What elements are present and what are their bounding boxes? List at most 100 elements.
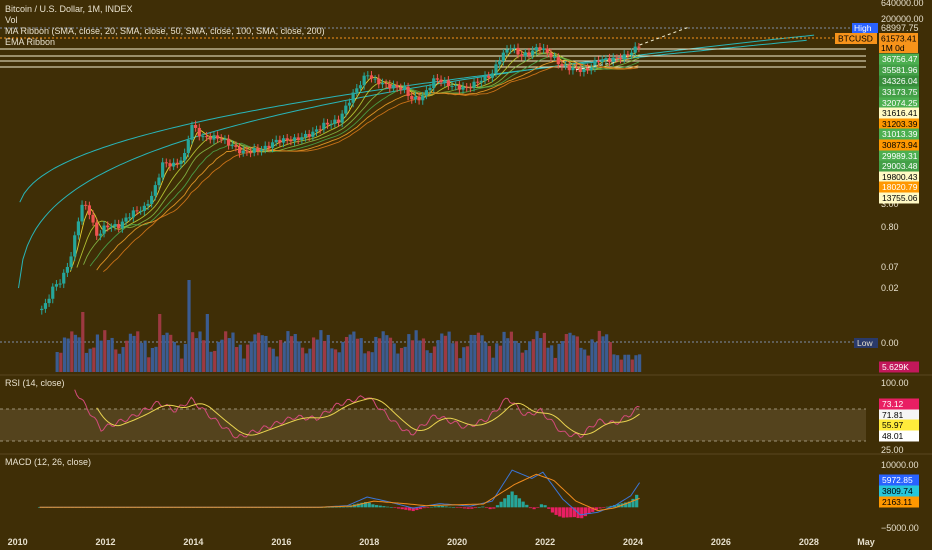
rsi-legend[interactable]: RSI (14, close) bbox=[5, 378, 65, 388]
macd-histogram-bar bbox=[396, 507, 401, 509]
volume-bar bbox=[498, 345, 503, 372]
volume-bar bbox=[333, 349, 338, 372]
volume-bar bbox=[165, 332, 169, 372]
price-badge: 18020.79 bbox=[882, 182, 918, 192]
rsi-axis-tick: 25.00 bbox=[881, 445, 904, 455]
volume-bar bbox=[506, 338, 510, 372]
volume-badge-bg bbox=[879, 361, 919, 373]
candle-body bbox=[542, 48, 546, 50]
macd-histogram-bar bbox=[338, 506, 342, 508]
candle-body bbox=[622, 54, 626, 60]
rsi-ma-line bbox=[96, 398, 640, 436]
volume-bar bbox=[429, 352, 433, 372]
volume-legend[interactable]: Vol bbox=[5, 15, 18, 25]
macd-histogram-bar bbox=[554, 507, 558, 515]
volume-bar bbox=[227, 338, 231, 372]
volume-bar bbox=[443, 335, 448, 372]
candle-body bbox=[223, 138, 227, 140]
candle-body bbox=[329, 123, 333, 125]
ma-ribbon-line bbox=[96, 59, 639, 271]
ema-ribbon-legend[interactable]: EMA Ribbon bbox=[5, 37, 56, 47]
candle-body bbox=[633, 46, 637, 53]
volume-bar bbox=[612, 354, 616, 372]
candle-body bbox=[263, 145, 267, 150]
price-badge-bg bbox=[879, 128, 919, 140]
ma-ribbon-line bbox=[69, 48, 637, 272]
channel-upper-line bbox=[19, 39, 807, 203]
volume-bar bbox=[348, 334, 352, 372]
rsi-badge-bg bbox=[879, 409, 919, 421]
volume-bar bbox=[564, 334, 568, 372]
candle-body bbox=[318, 129, 322, 131]
volume-bar bbox=[539, 338, 543, 372]
volume-bar bbox=[399, 348, 404, 372]
candle-body bbox=[582, 68, 586, 73]
macd-histogram-bar bbox=[331, 507, 335, 508]
macd-histogram-bar bbox=[481, 506, 485, 508]
volume-bar bbox=[407, 334, 411, 372]
candle-body bbox=[501, 52, 505, 62]
macd-axis-tick: −5000.00 bbox=[881, 523, 919, 533]
time-axis-tick: 2026 bbox=[711, 537, 731, 547]
candle-body bbox=[336, 119, 341, 123]
volume-bar bbox=[337, 352, 341, 372]
macd-histogram-bar bbox=[429, 506, 434, 508]
volume-bar bbox=[597, 330, 601, 372]
ma-ribbon-legend[interactable]: MA Ribbon (SMA, close, 20, SMA, close, 5… bbox=[5, 26, 325, 36]
time-axis-tick: 2012 bbox=[95, 537, 115, 547]
macd-histogram-bar bbox=[605, 506, 609, 508]
candle-body bbox=[461, 86, 465, 90]
last-price-badge-bg bbox=[879, 33, 918, 53]
candle-body bbox=[256, 148, 260, 152]
candle-body bbox=[505, 49, 509, 53]
candle-body bbox=[259, 149, 264, 152]
price-badge-bg bbox=[879, 97, 919, 109]
symbol-title[interactable]: Bitcoin / U.S. Dollar, 1M, INDEX bbox=[5, 4, 133, 14]
volume-bar bbox=[586, 355, 590, 372]
price-axis-tick: 0.80 bbox=[881, 222, 899, 232]
candle-body bbox=[226, 138, 231, 146]
macd-histogram-bar bbox=[514, 495, 518, 508]
candle-body bbox=[402, 86, 407, 90]
volume-bar bbox=[220, 339, 224, 372]
volume-bar bbox=[253, 334, 257, 372]
macd-histogram-bar bbox=[598, 507, 602, 509]
macd-histogram-bar bbox=[360, 502, 364, 508]
price-badge: 35581.96 bbox=[882, 65, 918, 75]
volume-bar bbox=[136, 331, 140, 372]
candle-body bbox=[325, 122, 330, 125]
volume-bar bbox=[623, 354, 627, 372]
price-badge-bg bbox=[879, 86, 919, 98]
candle-body bbox=[564, 65, 568, 67]
candle-body bbox=[51, 286, 55, 299]
candle-body bbox=[512, 47, 516, 49]
price-badge-bg bbox=[879, 139, 919, 151]
volume-bar bbox=[73, 334, 78, 372]
volume-bar bbox=[121, 347, 125, 372]
volume-bar bbox=[535, 331, 539, 372]
candle-body bbox=[322, 122, 326, 130]
candle-body bbox=[65, 266, 70, 273]
volume-bar bbox=[546, 347, 550, 372]
volume-bar bbox=[517, 342, 521, 372]
price-axis-tick: 3.00 bbox=[881, 199, 899, 209]
time-axis-tick: 2028 bbox=[799, 537, 819, 547]
candle-body bbox=[109, 226, 113, 228]
volume-bar bbox=[458, 358, 462, 372]
candle-body bbox=[69, 256, 73, 267]
macd-legend[interactable]: MACD (12, 26, close) bbox=[5, 457, 92, 467]
volume-bar bbox=[110, 337, 114, 372]
candle-body bbox=[520, 54, 524, 57]
volume-bar bbox=[209, 351, 213, 372]
macd-histogram-bar bbox=[613, 505, 617, 508]
volume-bar bbox=[282, 342, 286, 372]
candle-body bbox=[468, 87, 472, 89]
time-axis-tick: May bbox=[857, 537, 875, 547]
macd-histogram-bar bbox=[594, 507, 598, 510]
volume-bar bbox=[187, 280, 191, 372]
candle-body bbox=[450, 85, 454, 87]
candle-body bbox=[465, 86, 469, 88]
rsi-badge: 71.81 bbox=[882, 410, 904, 420]
